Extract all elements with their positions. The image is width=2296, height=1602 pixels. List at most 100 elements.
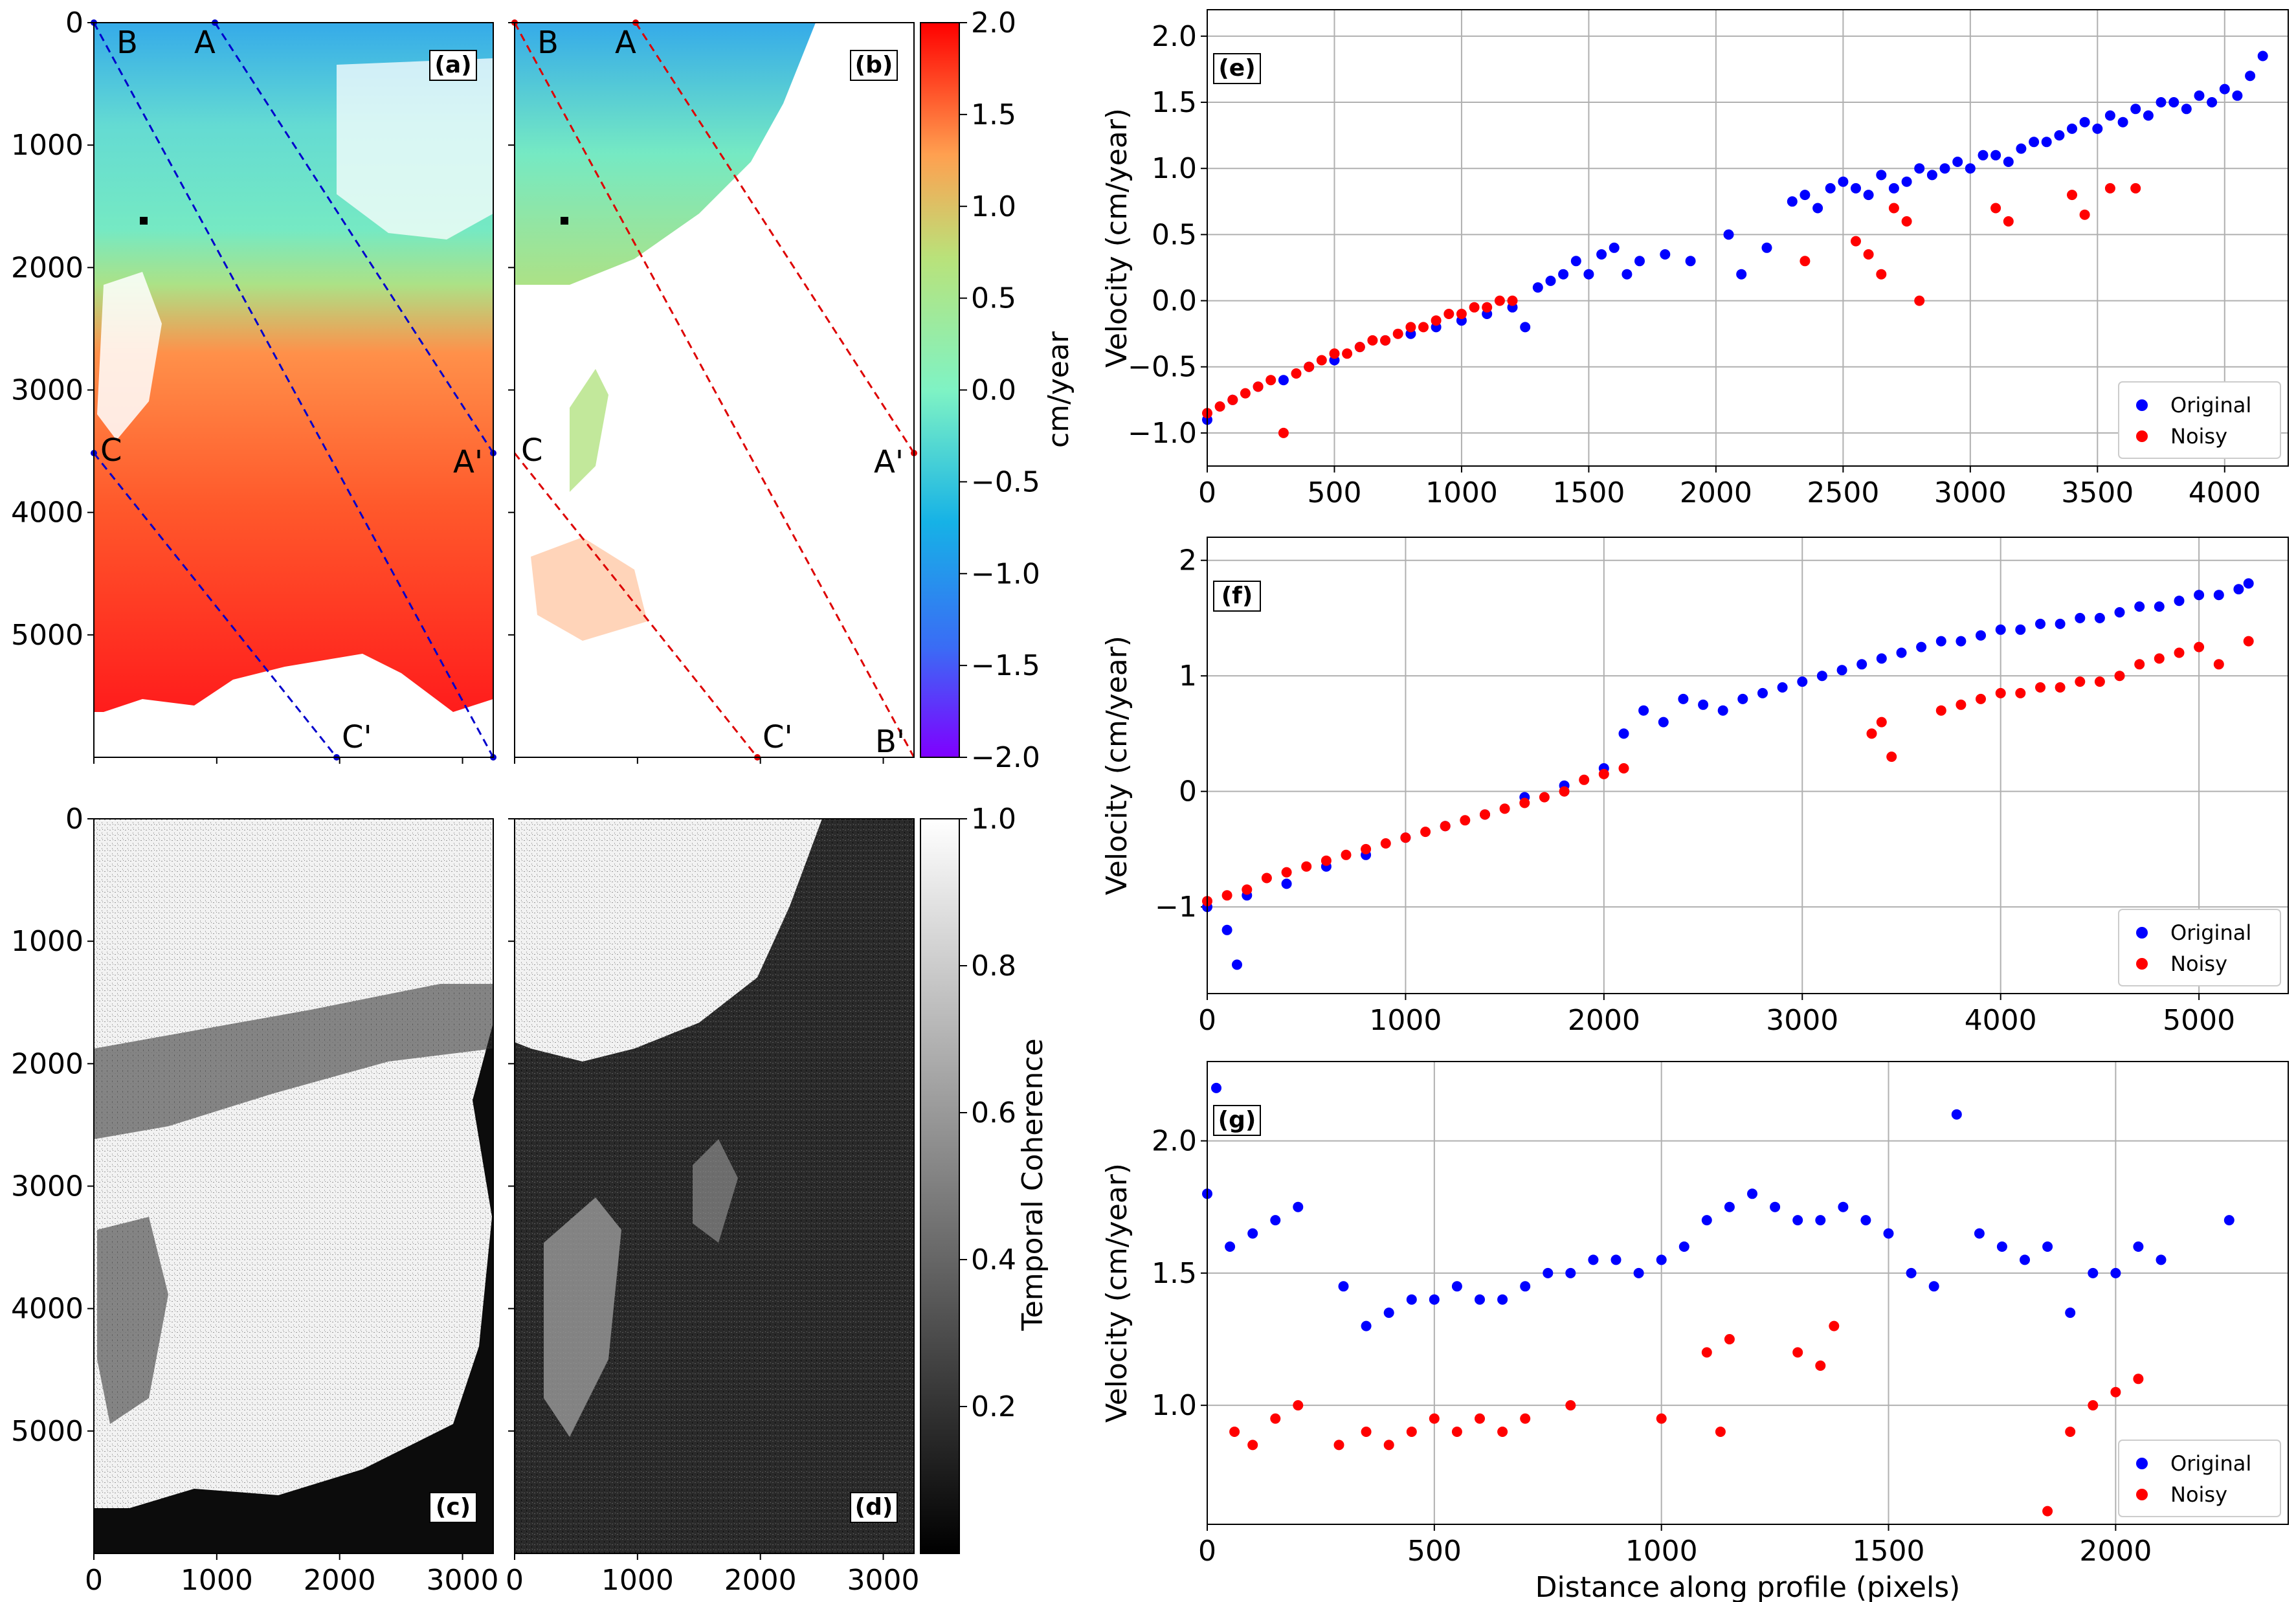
data-point-original (2156, 97, 2167, 107)
profile-label-a: A (615, 25, 636, 61)
data-point-noisy (2130, 183, 2141, 194)
data-point-original (2035, 618, 2045, 629)
colorbar-velocity-label: cm/year (1042, 331, 1075, 448)
data-point-noisy (1242, 884, 1253, 895)
x-tick-label: 0 (1198, 476, 1216, 509)
profile-line-a-a (214, 22, 495, 454)
panel-a-data-gap-west (97, 272, 162, 440)
colorbar-velocity-ticks: 2.0 1.5 1.0 0.5 0.0 −0.5 −1.0 −1.5 −2.0 (959, 6, 1040, 774)
data-point-noisy (2015, 687, 2026, 698)
colorbar-coherence-gradient (920, 818, 960, 1554)
data-point-noisy (2003, 216, 2014, 227)
map-x-tick-label: 0 (85, 1564, 103, 1597)
colorbar-coherence-ticks: 1.0 0.8 0.6 0.4 0.2 (959, 803, 1016, 1423)
y-tick-label: 2 (1179, 544, 1197, 577)
data-point-noisy (2065, 1427, 2076, 1437)
colorbar-velocity-tick-label: −2.0 (971, 741, 1040, 774)
colorbar-coherence-label: Temporal Coherence (1016, 1038, 1049, 1331)
data-point-original (2015, 624, 2026, 635)
data-point-original (1926, 170, 1937, 181)
profile-line-c-a (93, 452, 338, 758)
legend-label-noisy: Noisy (2170, 1482, 2227, 1507)
data-point-original (1770, 1201, 1781, 1212)
data-point-original (1825, 183, 1836, 194)
data-point-noisy (1278, 427, 1289, 438)
data-point-noisy (1598, 768, 1609, 779)
data-point-original (1678, 693, 1689, 704)
data-point-noisy (1876, 717, 1887, 728)
data-point-noisy (1901, 216, 1912, 227)
scatter-panel-e: 0 500 1000 1500 2000 2500 3000 3500 4000 −1.0 −0.5… (1100, 9, 2289, 509)
profile-label-c: C (521, 432, 543, 469)
data-point-original (1475, 1294, 1485, 1305)
map-x-tick-label: 0 (506, 1564, 524, 1597)
y-axis-label: Velocity (cm/year) (1100, 1163, 1133, 1423)
panel-label-box (1213, 581, 1261, 612)
profile-label-c-end: C' (342, 719, 372, 755)
data-point-noisy (1815, 1360, 1826, 1371)
data-point-original (1838, 1201, 1849, 1212)
colorbar-velocity-tick-label: 1.5 (971, 98, 1016, 131)
data-point-noisy (1304, 361, 1315, 372)
map-x-tick-label: 3000 (847, 1564, 920, 1597)
data-point-original (2020, 1254, 2030, 1265)
data-point-noisy (2213, 659, 2224, 670)
data-point-original (1800, 190, 1811, 201)
legend-label-original: Original (2170, 393, 2251, 417)
profile-label-b: B (117, 25, 138, 61)
data-point-original (1698, 699, 1709, 710)
data-point-noisy (1329, 348, 1340, 359)
colorbar-coherence-tick-label: 0.6 (971, 1096, 1016, 1129)
data-point-original (1361, 1320, 1372, 1331)
legend-box (2118, 1440, 2281, 1517)
data-point-original (1974, 1228, 1985, 1239)
data-point-original (2094, 612, 2105, 623)
map-y-tick-label: 0 (65, 803, 84, 836)
data-point-noisy (1443, 309, 1455, 319)
panel-label-box (1213, 1105, 1261, 1136)
data-point-noisy (1888, 203, 1899, 214)
x-axis-label: Distance along profile (pixels) (1535, 1571, 1961, 1602)
data-point-original (1611, 1254, 1622, 1265)
data-point-original (1815, 1215, 1826, 1226)
data-point-noisy (1482, 302, 1493, 313)
data-point-noisy (2110, 1386, 2121, 1397)
data-point-original (1622, 269, 1633, 280)
data-point-noisy (1715, 1427, 1726, 1437)
data-point-noisy (2042, 1506, 2053, 1517)
plot-area (1207, 537, 2288, 994)
data-point-original (1678, 1241, 1689, 1252)
data-point-noisy (1724, 1334, 1735, 1344)
data-point-original (2130, 104, 2141, 115)
map-y-tick-label: 1000 (11, 129, 84, 162)
data-point-original (2114, 607, 2125, 617)
y-tick-label: 1.5 (1152, 86, 1197, 119)
map-x-tick-label: 1000 (601, 1564, 674, 1597)
y-tick-label: 1.0 (1152, 1389, 1197, 1422)
data-point-original (1281, 878, 1292, 889)
data-point-original (1777, 682, 1788, 693)
panel-label-box (429, 1492, 477, 1523)
map-y-tick-label: 2000 (11, 1047, 84, 1080)
colorbar-velocity-tick-label: 0.5 (971, 282, 1016, 315)
map-y-tick-label: 3000 (11, 374, 84, 407)
data-point-noisy (1579, 774, 1590, 785)
data-point-noisy (1914, 295, 1925, 306)
data-point-noisy (2104, 183, 2115, 194)
data-point-noisy (1866, 728, 1877, 739)
data-point-original (1232, 959, 1242, 970)
x-tick-label: 0 (1198, 1004, 1216, 1037)
data-point-original (1543, 1267, 1554, 1278)
data-point-original (1838, 176, 1849, 187)
data-point-noisy (1240, 388, 1251, 399)
data-point-noisy (2243, 636, 2254, 647)
panel-label-box (429, 50, 477, 81)
panel-label-c: (c) (436, 1494, 471, 1520)
profile-line-c-b (513, 452, 759, 758)
map-y-tick-label: 1000 (11, 925, 84, 958)
legend-marker-noisy (2136, 430, 2148, 442)
data-point-noisy (1995, 687, 2006, 698)
data-point-original (1293, 1201, 1304, 1212)
legend-marker-original (2136, 399, 2148, 411)
data-point-original (2016, 143, 2027, 154)
